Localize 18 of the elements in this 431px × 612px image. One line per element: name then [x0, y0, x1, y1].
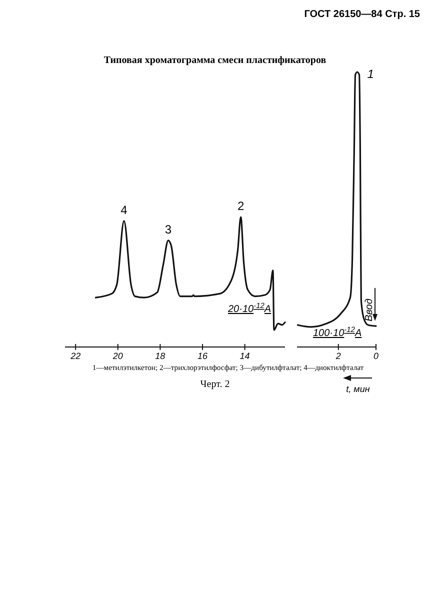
- annotation: 3: [164, 222, 172, 236]
- x-tick-label: 18: [155, 351, 166, 361]
- x-tick-label: 0: [373, 351, 379, 361]
- annotation: 100·10$^{-12}$A: [313, 324, 362, 339]
- x-tick-label: 16: [197, 351, 208, 361]
- x-tick-label: 14: [240, 351, 250, 361]
- annotation: 20·10$^{-12}$A: [227, 300, 272, 315]
- text: Черт. 2: [200, 379, 230, 390]
- x-tick-label: 20: [112, 351, 123, 361]
- text: ГОСТ 26150—84 Стр. 15: [304, 9, 420, 20]
- annotation: 1: [367, 67, 374, 81]
- annotation: 2: [237, 199, 244, 213]
- annotation: 4: [120, 202, 128, 217]
- x-tick-label: 2: [334, 351, 341, 361]
- chart-title: Типовая хроматограмма смеси пластификаторов: [104, 55, 327, 66]
- x-axis-title: t, мин: [346, 384, 370, 394]
- annotation: Ввод: [364, 298, 375, 322]
- x-tick-label: 22: [70, 351, 81, 361]
